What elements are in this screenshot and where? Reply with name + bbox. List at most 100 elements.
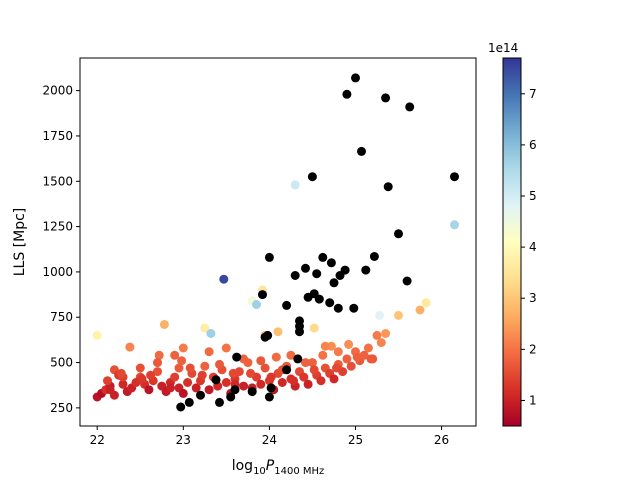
data-point xyxy=(221,378,231,387)
data-point-black xyxy=(307,172,317,182)
data-point xyxy=(178,343,188,353)
data-point xyxy=(333,347,343,357)
data-point-black xyxy=(226,392,236,402)
points-layer xyxy=(92,73,459,412)
x-axis-label: log10P1400 MHz xyxy=(232,458,325,477)
data-point xyxy=(185,363,195,373)
data-point xyxy=(289,376,298,386)
x-tick-label: 24 xyxy=(262,433,277,447)
data-point xyxy=(266,372,276,382)
data-point xyxy=(135,363,145,373)
data-point xyxy=(381,329,391,338)
data-point xyxy=(450,220,459,230)
data-point-black xyxy=(394,229,403,239)
data-point xyxy=(271,352,281,362)
data-point xyxy=(332,363,341,373)
data-point-black xyxy=(232,352,242,362)
data-point-black xyxy=(301,263,310,273)
data-point xyxy=(125,342,135,352)
data-point xyxy=(116,368,126,378)
data-point-black xyxy=(264,252,274,262)
colorbar-tick-label: 7 xyxy=(529,87,537,101)
data-point xyxy=(174,363,184,373)
data-point-black xyxy=(264,392,274,402)
data-point-black xyxy=(381,93,391,103)
data-point xyxy=(256,356,266,366)
data-point xyxy=(309,323,319,333)
data-point-black xyxy=(263,330,273,340)
data-point xyxy=(307,358,317,368)
data-point-black xyxy=(357,146,366,156)
y-tick-label: 1000 xyxy=(42,265,73,279)
data-point xyxy=(215,359,224,369)
data-point-black xyxy=(326,258,336,268)
data-point xyxy=(277,378,287,387)
data-point-black xyxy=(295,316,304,326)
data-point-black xyxy=(215,397,224,407)
data-point xyxy=(170,372,180,382)
data-point xyxy=(346,361,356,371)
data-point xyxy=(299,372,309,382)
data-point xyxy=(303,379,313,389)
data-point xyxy=(342,354,352,364)
data-point xyxy=(320,341,330,351)
data-point xyxy=(394,310,403,320)
data-point-black xyxy=(184,397,194,407)
data-point xyxy=(309,365,319,375)
data-point-black xyxy=(282,365,292,375)
data-point xyxy=(421,298,431,308)
data-point-black xyxy=(318,252,328,262)
x-axis-label-base: log xyxy=(232,458,253,474)
colorbar-tick-label: 3 xyxy=(529,291,537,305)
data-point-black xyxy=(325,298,335,308)
data-point-black xyxy=(361,265,371,275)
data-point xyxy=(359,350,369,360)
data-point xyxy=(290,180,300,190)
y-tick-label: 2000 xyxy=(42,84,73,98)
data-point xyxy=(352,352,362,362)
y-axis-ticks: 250 500 750 1000 1250 1500 1750 2000 xyxy=(42,84,80,415)
data-point xyxy=(178,388,188,398)
data-point xyxy=(372,330,382,340)
data-point xyxy=(228,368,238,378)
data-point xyxy=(200,323,210,333)
colorbar-tick-label: 1 xyxy=(529,393,537,407)
data-point xyxy=(154,350,164,360)
colorbar-tick-label: 2 xyxy=(529,342,537,356)
data-point xyxy=(159,320,169,329)
y-tick-label: 750 xyxy=(50,310,73,324)
data-point-black xyxy=(312,269,322,279)
data-point xyxy=(92,330,102,340)
data-point xyxy=(200,361,210,371)
x-axis-label-sub: 10 xyxy=(253,466,266,477)
x-tick-label: 25 xyxy=(348,433,363,447)
data-point xyxy=(376,338,386,348)
data-point xyxy=(153,367,162,377)
data-point-black xyxy=(196,390,205,400)
data-point xyxy=(144,385,154,395)
x-axis-label-varsub: 1400 MHz xyxy=(274,466,324,477)
data-point xyxy=(183,378,193,387)
data-point-black xyxy=(450,172,459,182)
data-point xyxy=(206,329,216,338)
data-point xyxy=(204,347,214,357)
data-point xyxy=(197,370,207,380)
y-axis-label: LLS [Mpc] xyxy=(12,208,28,277)
data-point xyxy=(260,363,270,373)
data-point xyxy=(256,379,266,389)
data-point xyxy=(329,374,339,384)
x-tick-label: 22 xyxy=(90,433,105,447)
data-point xyxy=(146,370,156,380)
data-point xyxy=(105,385,115,395)
data-point xyxy=(273,327,283,337)
data-point-black xyxy=(369,252,379,261)
data-point xyxy=(318,350,328,360)
colorbar-tick-label: 6 xyxy=(529,138,537,152)
data-point xyxy=(191,383,201,393)
data-point xyxy=(344,339,354,349)
data-point-black xyxy=(383,182,393,192)
data-point-black xyxy=(402,276,412,286)
data-point-black xyxy=(340,265,350,275)
data-point xyxy=(170,350,180,360)
